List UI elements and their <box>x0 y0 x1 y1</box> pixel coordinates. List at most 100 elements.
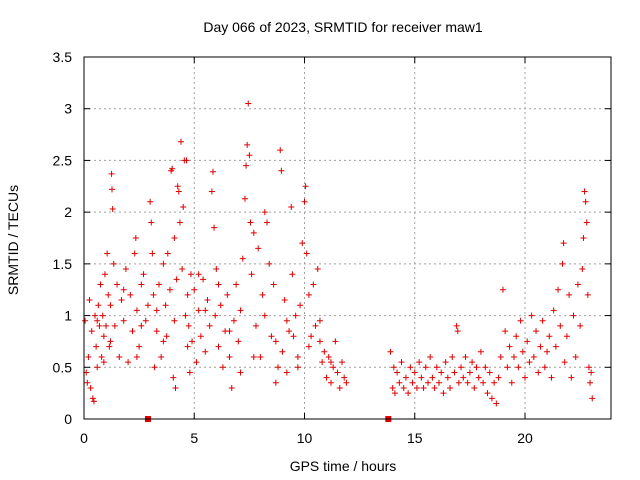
data-point <box>299 240 306 247</box>
data-point <box>252 322 259 329</box>
data-point <box>162 302 169 309</box>
data-point <box>502 328 509 335</box>
data-point <box>583 219 590 226</box>
y-tick-label: 2.5 <box>53 152 73 168</box>
y-axis-label: SRMTID / TECUs <box>5 185 21 295</box>
data-point <box>191 286 198 293</box>
data-point <box>160 338 167 345</box>
data-point <box>95 302 102 309</box>
data-point <box>176 219 183 226</box>
data-point <box>187 271 194 278</box>
data-point <box>279 348 286 355</box>
data-point <box>526 359 533 366</box>
data-point <box>289 271 296 278</box>
data-point <box>92 312 99 319</box>
data-point <box>278 167 285 174</box>
data-point <box>151 364 158 371</box>
data-point <box>389 384 396 391</box>
data-point <box>535 369 542 376</box>
data-point <box>566 291 573 298</box>
data-point <box>147 198 154 205</box>
data-point <box>208 188 215 195</box>
data-point <box>189 338 196 345</box>
data-point <box>286 328 293 335</box>
data-point <box>245 100 252 107</box>
x-tick-label: 10 <box>297 430 313 446</box>
data-point <box>108 170 115 177</box>
data-point <box>473 364 480 371</box>
data-point <box>158 353 165 360</box>
data-point <box>580 235 587 241</box>
data-point <box>310 281 317 288</box>
data-point <box>539 317 546 324</box>
data-point <box>561 359 568 366</box>
data-point <box>579 266 586 273</box>
data-point <box>454 328 461 335</box>
data-point <box>568 374 575 381</box>
data-point <box>111 322 118 329</box>
data-point <box>103 322 110 329</box>
x-axis-label: GPS time / hours <box>290 458 397 474</box>
data-point <box>106 343 113 350</box>
axis-ticks: 0 0.5 1 1.5 2 2.5 3 3.5 0 5 10 15 20 <box>53 49 611 446</box>
data-point <box>268 333 275 340</box>
data-point <box>84 379 91 386</box>
x-tick-label: 15 <box>407 430 423 446</box>
data-point <box>257 353 264 360</box>
data-point <box>548 374 555 381</box>
data-point <box>136 343 143 350</box>
data-point <box>515 364 522 371</box>
data-point <box>464 379 471 386</box>
data-point <box>172 384 179 391</box>
data-point <box>93 343 100 350</box>
data-point <box>519 348 526 355</box>
data-point <box>541 364 548 371</box>
data-point <box>297 302 304 309</box>
data-point <box>118 297 125 304</box>
data-point <box>87 384 94 391</box>
data-point <box>416 359 423 366</box>
data-point <box>325 353 332 360</box>
data-point <box>552 343 559 350</box>
data-point <box>550 307 557 314</box>
data-point <box>144 302 151 309</box>
x-tick-label: 5 <box>190 430 198 446</box>
data-point <box>475 374 482 381</box>
data-point <box>460 374 467 381</box>
data-point <box>524 338 531 345</box>
data-point <box>504 364 511 371</box>
data-point <box>94 317 101 324</box>
data-point <box>277 147 284 154</box>
data-point <box>175 188 182 195</box>
data-point <box>497 353 504 360</box>
data-point <box>197 333 204 340</box>
data-point <box>453 322 460 329</box>
data-point <box>466 369 473 376</box>
data-point <box>486 369 493 376</box>
data-point <box>100 333 107 340</box>
data-point <box>407 364 414 371</box>
data-point <box>338 359 345 366</box>
data-point <box>292 312 299 319</box>
data-point <box>409 379 416 386</box>
data-point <box>281 297 288 304</box>
data-point <box>104 250 111 257</box>
data-point <box>153 328 160 335</box>
data-point <box>510 353 517 360</box>
data-point <box>398 359 405 366</box>
data-point <box>334 369 341 376</box>
data-point <box>86 297 93 304</box>
chart-title: Day 066 of 2023, SRMTID for receiver maw… <box>203 19 483 35</box>
data-point <box>133 353 140 360</box>
data-point <box>589 395 596 402</box>
data-point <box>506 343 513 350</box>
data-point <box>455 379 462 386</box>
data-point <box>206 322 213 329</box>
data-point <box>202 307 209 314</box>
data-point <box>469 359 476 366</box>
data-point <box>138 322 145 329</box>
data-point <box>105 291 112 298</box>
data-point <box>183 157 190 164</box>
data-point <box>327 379 334 386</box>
data-point <box>480 379 487 386</box>
